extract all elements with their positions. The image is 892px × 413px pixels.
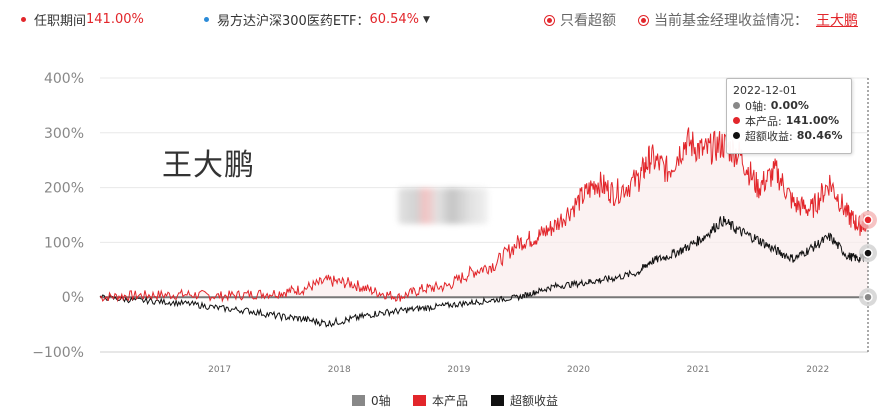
fund-label: 任职期间 [34, 14, 87, 29]
y-tick-label: 400% [44, 71, 84, 87]
legend-item-zero-axis[interactable]: 0轴 [352, 392, 391, 409]
series-lines [99, 127, 869, 328]
legend-label: 本产品 [432, 394, 469, 408]
tooltip-label: 本产品: [745, 114, 782, 128]
x-tick-label: 2018 [328, 365, 351, 375]
chart-legend: 0轴 本产品 超额收益 [0, 388, 892, 410]
series-line-excess [99, 216, 869, 328]
tooltip-row-fund: 本产品: 141.00% [733, 113, 845, 128]
legend-swatch [491, 395, 504, 406]
index-dot-icon [204, 17, 209, 22]
tooltip-dot-icon [733, 102, 740, 109]
series-line-fund [99, 127, 869, 303]
blurred-logo [398, 188, 488, 224]
x-axis-ticks: 2017 2018 2019 2020 2021 2022 [208, 365, 829, 375]
manager-prompt: 当前基金经理收益情况： [654, 13, 808, 29]
legend-label: 超额收益 [510, 394, 559, 408]
tooltip-date: 2022-12-01 [733, 84, 797, 97]
fund-dot-icon [21, 17, 26, 22]
tooltip-row-excess: 超额收益: 80.46% [733, 128, 845, 143]
x-tick-label: 2022 [806, 365, 829, 375]
tooltip: 2022-12-01 0轴: 0.00% 本产品: 141.00% 超额收益: … [726, 78, 852, 154]
tooltip-value: 141.00% [785, 114, 840, 127]
fund-value: 141.00% [86, 12, 144, 27]
index-label: 易方达沪深300医药ETF： [217, 14, 370, 29]
legend-label: 0轴 [371, 394, 391, 408]
x-tick-label: 2017 [208, 365, 231, 375]
fund-return-indicator: 任职期间 141.00% [21, 10, 144, 29]
excess-only-toggle[interactable]: 只看超额 [544, 10, 616, 30]
manager-name-link[interactable]: 王大鹏 [816, 13, 858, 29]
marker-zero-axis [863, 292, 873, 302]
marker-fund [863, 215, 873, 225]
legend-item-fund[interactable]: 本产品 [413, 392, 468, 409]
x-tick-label: 2019 [447, 365, 470, 375]
tooltip-label: 超额收益: [745, 129, 793, 143]
legend-item-excess[interactable]: 超额收益 [491, 392, 558, 409]
y-axis-ticks: 400% 300% 200% 100% 0% −100% [32, 71, 84, 361]
watermark-text: 王大鹏 [162, 148, 255, 183]
radio-icon[interactable] [638, 14, 649, 26]
legend-swatch [413, 395, 426, 406]
legend-swatch [352, 395, 365, 406]
fund-area-fill [100, 127, 868, 302]
tooltip-dot-icon [733, 117, 740, 124]
tooltip-value: 80.46% [796, 129, 843, 142]
manager-return-toggle[interactable]: 当前基金经理收益情况： 王大鹏 [638, 10, 858, 30]
excess-only-label: 只看超额 [560, 13, 616, 29]
x-tick-label: 2021 [687, 365, 710, 375]
y-tick-label: 200% [44, 181, 84, 197]
marker-excess [863, 248, 873, 258]
index-selector[interactable]: 易方达沪深300医药ETF： 60.54% ▼ [204, 10, 430, 29]
top-bar: 任职期间 141.00% 易方达沪深300医药ETF： 60.54% ▼ 只看超… [0, 0, 892, 38]
radio-icon[interactable] [544, 14, 555, 26]
y-tick-label: −100% [32, 345, 84, 361]
hover-markers [859, 210, 877, 307]
y-tick-label: 300% [44, 126, 84, 142]
chevron-down-icon[interactable]: ▼ [423, 14, 430, 25]
tooltip-label: 0轴: [745, 99, 767, 113]
y-tick-label: 100% [44, 235, 84, 251]
index-value: 60.54% [369, 12, 420, 27]
tooltip-value: 0.00% [770, 99, 809, 112]
tooltip-row-zero: 0轴: 0.00% [733, 98, 845, 113]
y-tick-label: 0% [62, 290, 84, 306]
tooltip-dot-icon [733, 132, 740, 139]
x-tick-label: 2020 [567, 365, 590, 375]
